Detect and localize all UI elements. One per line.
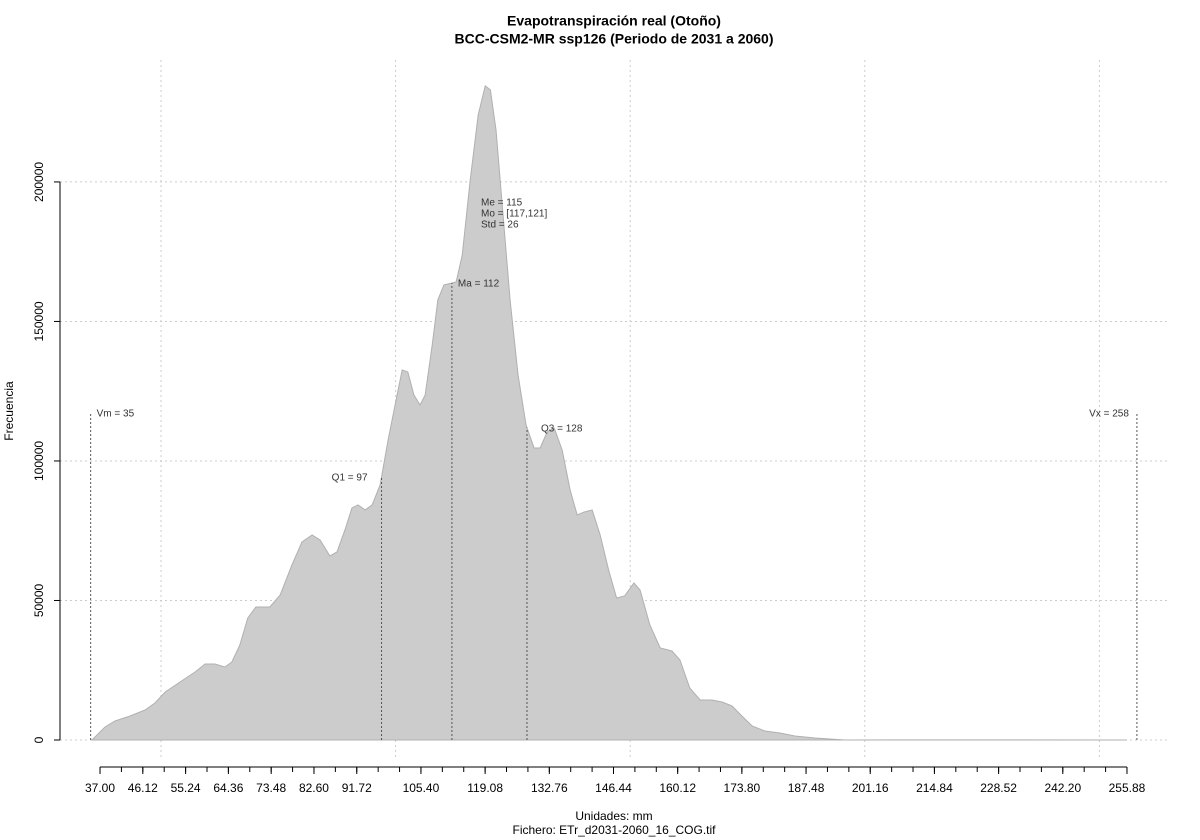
x-tick-label: 173.80 <box>724 781 761 795</box>
x-tick-label: 160.12 <box>659 781 696 795</box>
x-tick-label: 187.48 <box>788 781 825 795</box>
x-tick-label: 55.24 <box>171 781 201 795</box>
marker-label: Ma = 112 <box>458 279 500 290</box>
caption: Fichero: ETr_d2031-2060_16_COG.tif <box>513 823 717 837</box>
marker-label: Vx = 258 <box>1089 409 1129 420</box>
x-tick-label: 214.84 <box>916 781 953 795</box>
y-tick-label: 100000 <box>32 441 46 481</box>
x-tick-label: 37.00 <box>85 781 115 795</box>
x-tick-label: 64.36 <box>213 781 243 795</box>
stats-label: Std = 26 <box>481 220 519 231</box>
x-tick-label: 132.76 <box>531 781 568 795</box>
marker-label: Vm = 35 <box>97 409 135 420</box>
marker-label: Q1 = 97 <box>332 473 368 484</box>
x-tick-label: 73.48 <box>256 781 286 795</box>
x-tick-label: 119.08 <box>467 781 503 795</box>
x-tick-label: 255.88 <box>1109 781 1146 795</box>
x-tick-label: 82.60 <box>299 781 329 795</box>
stats-label: Mo = [117,121] <box>481 209 547 220</box>
x-tick-label: 228.52 <box>980 781 1017 795</box>
y-tick-label: 200000 <box>32 162 46 202</box>
x-tick-label: 105.40 <box>403 781 440 795</box>
x-tick-label: 146.44 <box>595 781 632 795</box>
stats-label: Me = 115 <box>481 198 523 209</box>
marker-label: Q3 = 128 <box>541 423 583 434</box>
density-area <box>90 85 1127 741</box>
chart-subtitle: BCC-CSM2-MR ssp126 (Periodo de 2031 a 20… <box>455 31 774 47</box>
y-tick-label: 0 <box>32 736 46 743</box>
x-tick-label: 91.72 <box>342 781 372 795</box>
y-tick-label: 50000 <box>32 583 46 617</box>
chart-title: Evapotranspiración real (Otoño) <box>507 13 721 29</box>
x-tick-label: 242.20 <box>1044 781 1081 795</box>
x-tick-label: 201.16 <box>852 781 889 795</box>
y-tick-label: 150000 <box>32 301 46 341</box>
x-axis-title: Unidades: mm <box>575 809 652 823</box>
x-tick-label: 46.12 <box>128 781 158 795</box>
y-axis-title: Frecuencia <box>2 381 16 441</box>
